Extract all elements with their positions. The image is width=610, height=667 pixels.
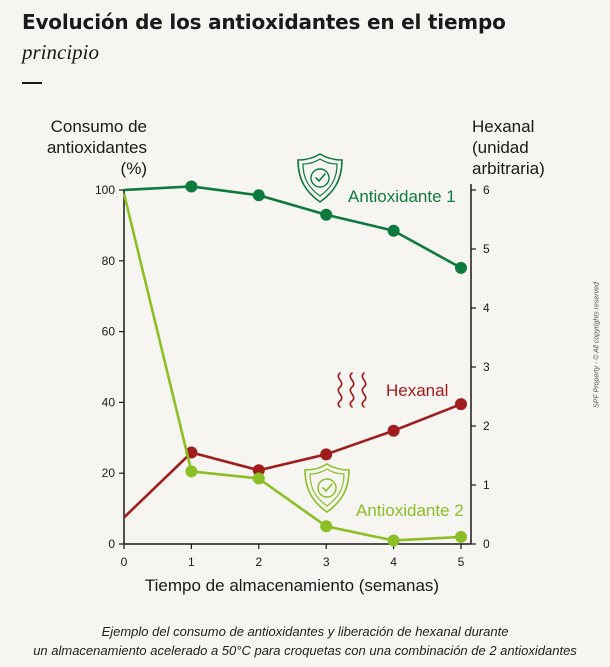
x-tick-label: 0 bbox=[121, 555, 128, 569]
copyright-notice: SPF Property - © All copyrights reserved bbox=[593, 282, 601, 408]
series-point bbox=[185, 465, 198, 478]
left-y-axis-label: (%) bbox=[121, 159, 147, 178]
right-y-tick-label: 1 bbox=[483, 478, 490, 492]
series-point bbox=[455, 398, 467, 411]
x-tick-label: 2 bbox=[255, 555, 262, 569]
series-point bbox=[320, 448, 333, 461]
series-point bbox=[387, 534, 400, 547]
left-y-tick-label: 60 bbox=[102, 325, 116, 339]
x-axis-label: Tiempo de almacenamiento (semanas) bbox=[145, 576, 439, 595]
right-y-tick-label: 0 bbox=[483, 537, 490, 551]
x-tick-label: 1 bbox=[188, 555, 195, 569]
chart-caption: Ejemplo del consumo de antioxidantes y l… bbox=[0, 622, 610, 660]
series-label: Antioxidante 1 bbox=[348, 187, 456, 206]
chart-subtitle: principio bbox=[22, 40, 99, 64]
left-y-tick-label: 40 bbox=[102, 395, 116, 409]
series-point bbox=[455, 530, 467, 543]
left-y-axis-label: Consumo de bbox=[51, 117, 147, 136]
caption-line-1: Ejemplo del consumo de antioxidantes y l… bbox=[101, 624, 509, 639]
series-line bbox=[123, 402, 462, 519]
left-y-tick-label: 20 bbox=[102, 466, 116, 480]
right-y-tick-label: 2 bbox=[483, 419, 490, 433]
left-y-tick-label: 0 bbox=[108, 537, 115, 551]
left-y-tick-label: 100 bbox=[95, 183, 115, 197]
series-point bbox=[252, 472, 265, 485]
left-y-axis-label: antioxidantes bbox=[47, 138, 147, 157]
shield-check-icon bbox=[304, 463, 350, 513]
left-y-tick-label: 80 bbox=[102, 254, 116, 268]
right-y-tick-label: 6 bbox=[483, 183, 490, 197]
right-y-axis-label: (unidad bbox=[472, 138, 529, 157]
series-line bbox=[122, 193, 462, 542]
series-label: Antioxidante 2 bbox=[356, 501, 464, 520]
series-label: Hexanal bbox=[386, 381, 448, 400]
series-line bbox=[123, 185, 462, 270]
title-rule bbox=[22, 82, 42, 84]
series-point bbox=[320, 208, 333, 221]
right-y-tick-label: 5 bbox=[483, 242, 490, 256]
right-y-axis-label: arbitraria) bbox=[472, 159, 545, 178]
right-y-tick-label: 4 bbox=[483, 301, 490, 315]
series-point bbox=[387, 424, 400, 437]
series-point bbox=[252, 464, 265, 477]
chart-title: Evolución de los antioxidantes en el tie… bbox=[22, 10, 506, 34]
x-tick-label: 3 bbox=[323, 555, 330, 569]
right-y-axis-label: Hexanal bbox=[472, 117, 534, 136]
series-point bbox=[185, 180, 198, 193]
steam-icon bbox=[337, 372, 367, 408]
x-tick-label: 4 bbox=[390, 555, 397, 569]
shield-check-icon bbox=[297, 153, 343, 203]
right-y-tick-label: 3 bbox=[483, 360, 490, 374]
x-tick-label: 5 bbox=[458, 555, 465, 569]
series-point bbox=[455, 261, 467, 274]
series-point bbox=[387, 224, 400, 237]
series-point bbox=[320, 520, 333, 533]
series-point bbox=[252, 189, 265, 202]
caption-line-2: un almacenamiento acelerado a 50°C para … bbox=[33, 643, 577, 658]
